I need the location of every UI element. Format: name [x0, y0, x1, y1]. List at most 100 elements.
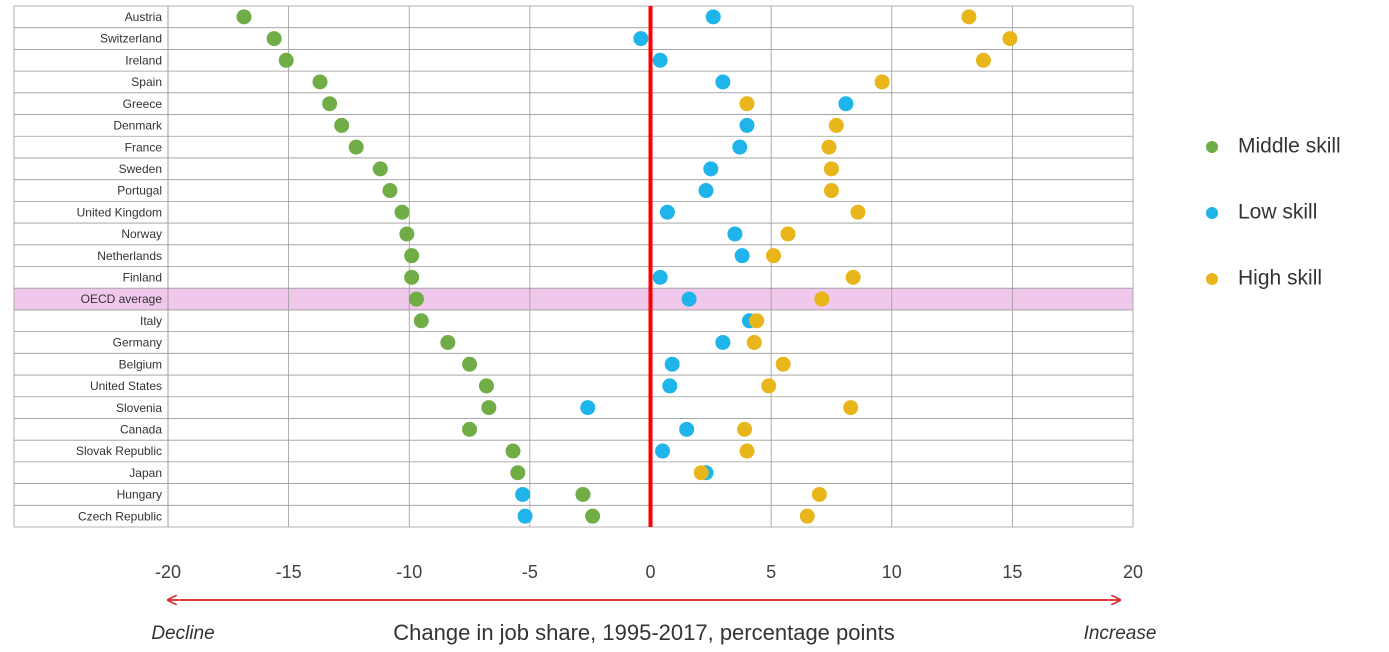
dot	[761, 378, 777, 394]
annotation: Decline	[151, 623, 214, 644]
dot	[975, 52, 991, 68]
dot	[823, 161, 839, 177]
x-tick-label: 15	[1002, 562, 1022, 582]
dot	[334, 117, 350, 133]
x-tick-label: 5	[766, 562, 776, 582]
category-label: Germany	[113, 336, 162, 350]
category-label: Spain	[131, 75, 162, 89]
category-label: Hungary	[117, 488, 162, 502]
dot	[462, 421, 478, 437]
dot	[850, 204, 866, 220]
category-label: United Kingdom	[77, 205, 162, 219]
dot	[811, 486, 827, 502]
dot	[715, 334, 731, 350]
dot	[575, 486, 591, 502]
dot	[399, 226, 415, 242]
dot	[510, 465, 526, 481]
category-label: France	[125, 140, 163, 154]
x-tick-label: -10	[396, 562, 422, 582]
dot	[440, 334, 456, 350]
dot	[749, 313, 765, 329]
x-tick-label: -20	[155, 562, 181, 582]
category-label: Denmark	[113, 119, 163, 133]
category-label: Netherlands	[97, 249, 162, 263]
dot	[681, 291, 697, 307]
dot	[828, 117, 844, 133]
category-label: Belgium	[119, 357, 162, 371]
legend-marker	[1206, 273, 1218, 285]
dot	[814, 291, 830, 307]
dot	[845, 269, 861, 285]
dot	[732, 139, 748, 155]
x-tick-label: 0	[645, 562, 655, 582]
dot	[585, 508, 601, 524]
dot	[652, 269, 668, 285]
dot	[703, 161, 719, 177]
dot	[266, 31, 282, 47]
dot	[698, 183, 714, 199]
dot	[382, 183, 398, 199]
dot	[739, 96, 755, 112]
dot	[652, 52, 668, 68]
dot	[408, 291, 424, 307]
category-label: Finland	[123, 271, 162, 285]
dot	[693, 465, 709, 481]
dot	[766, 248, 782, 264]
dot	[739, 443, 755, 459]
dot	[278, 52, 294, 68]
category-label: Austria	[125, 10, 163, 24]
category-label: Portugal	[117, 184, 162, 198]
dot	[715, 74, 731, 90]
category-label: Slovenia	[116, 401, 162, 415]
dot	[746, 334, 762, 350]
category-label: OECD average	[81, 292, 163, 306]
dot	[662, 378, 678, 394]
legend-label: Middle skill	[1238, 135, 1341, 158]
category-label: United States	[90, 379, 162, 393]
dot	[633, 31, 649, 47]
category-label: Slovak Republic	[76, 444, 162, 458]
dot	[394, 204, 410, 220]
dot	[775, 356, 791, 372]
category-label: Ireland	[125, 53, 162, 67]
dot	[404, 248, 420, 264]
x-axis-label: Change in job share, 1995-2017, percenta…	[393, 620, 894, 645]
legend-marker	[1206, 141, 1218, 153]
legend-label: High skill	[1238, 267, 1322, 290]
dot	[734, 248, 750, 264]
dot	[874, 74, 890, 90]
dot	[413, 313, 429, 329]
x-tick-label: -5	[522, 562, 538, 582]
dot	[517, 508, 533, 524]
x-tick-label: 10	[882, 562, 902, 582]
dot	[348, 139, 364, 155]
dot	[404, 269, 420, 285]
category-label: Japan	[129, 466, 162, 480]
x-tick-label: 20	[1123, 562, 1143, 582]
dot	[515, 486, 531, 502]
dot	[505, 443, 521, 459]
dot	[659, 204, 675, 220]
dot	[823, 183, 839, 199]
category-label: Greece	[123, 97, 163, 111]
legend-marker	[1206, 207, 1218, 219]
category-label: Sweden	[119, 162, 162, 176]
annotation: Increase	[1084, 623, 1157, 644]
dot	[705, 9, 721, 25]
legend-label: Low skill	[1238, 201, 1317, 224]
dot	[821, 139, 837, 155]
highlight-row	[14, 288, 1133, 310]
dot	[462, 356, 478, 372]
dot	[961, 9, 977, 25]
dot	[1002, 31, 1018, 47]
category-label: Italy	[140, 314, 162, 328]
category-label: Czech Republic	[78, 509, 162, 523]
dot	[838, 96, 854, 112]
dot	[481, 400, 497, 416]
category-label: Norway	[121, 227, 162, 241]
dot	[478, 378, 494, 394]
dot	[737, 421, 753, 437]
dot	[580, 400, 596, 416]
dot	[322, 96, 338, 112]
